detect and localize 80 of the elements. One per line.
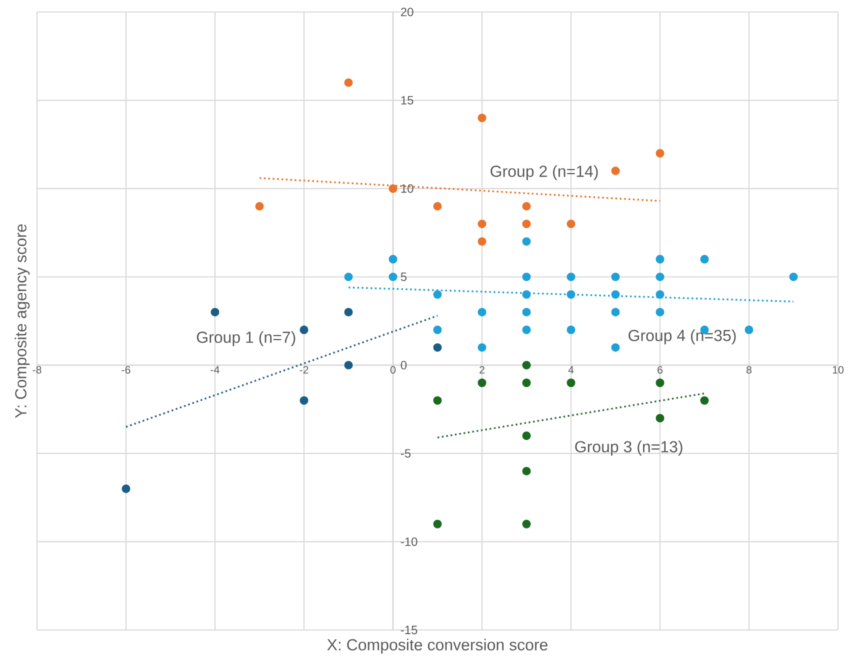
point	[522, 272, 531, 282]
y-tick-label: -15	[400, 626, 418, 634]
series-label: Group 3 (n=13)	[575, 440, 682, 456]
x-tick-label: -4	[210, 366, 220, 374]
x-tick-label: 4	[568, 366, 574, 374]
point	[478, 378, 486, 388]
y-tick-label: -5	[400, 449, 411, 458]
point	[478, 237, 486, 246]
point	[478, 220, 486, 228]
x-tick-label: -8	[32, 366, 42, 374]
series-label: Group 2 (n=14)	[490, 165, 598, 180]
x-axis-title: X: Composite conversion score	[327, 638, 548, 654]
y-tick-label: 20	[400, 8, 414, 16]
point	[656, 290, 664, 299]
point	[700, 254, 709, 264]
y-tick-label: 15	[401, 96, 414, 104]
point	[566, 290, 576, 299]
point	[611, 343, 620, 352]
point	[344, 272, 353, 282]
point	[522, 360, 531, 370]
point	[433, 326, 442, 334]
point	[478, 114, 486, 122]
point	[433, 396, 442, 405]
point	[522, 378, 531, 388]
point	[611, 272, 620, 282]
point	[700, 396, 709, 405]
point	[611, 308, 620, 316]
point	[433, 290, 442, 299]
point	[656, 148, 664, 158]
point	[522, 432, 531, 440]
point	[566, 272, 576, 282]
point	[210, 308, 220, 316]
point	[522, 326, 531, 334]
point	[300, 396, 308, 405]
point	[566, 220, 576, 228]
point	[656, 414, 664, 422]
point	[789, 272, 798, 282]
y-tick-label: 10	[401, 184, 414, 193]
point	[478, 343, 486, 352]
point	[300, 326, 308, 334]
point	[522, 290, 531, 299]
series-label: Group 1 (n=7)	[196, 331, 296, 346]
point	[522, 308, 531, 316]
point	[122, 484, 130, 494]
point	[344, 360, 353, 370]
x-tick-label: 0	[390, 366, 396, 374]
point	[566, 326, 576, 334]
x-tick-label: 2	[480, 366, 484, 374]
point	[388, 272, 398, 282]
point	[433, 520, 442, 528]
point	[522, 466, 531, 476]
x-tick-label: 10	[832, 366, 844, 374]
y-axis-title: Y: Composite agency score	[14, 224, 30, 418]
point	[522, 220, 531, 228]
point	[522, 237, 531, 246]
point	[388, 184, 398, 193]
point	[566, 378, 576, 388]
point	[522, 520, 531, 528]
x-tick-label: 8	[746, 366, 752, 374]
point	[611, 166, 620, 176]
series-label: Group 4 (n=35)	[628, 329, 736, 344]
point	[255, 202, 264, 210]
point	[344, 308, 353, 316]
x-tick-label: -6	[122, 366, 130, 374]
point	[656, 378, 664, 388]
x-tick-label: 6	[658, 366, 662, 374]
point	[656, 272, 664, 282]
x-tick-label: -2	[300, 366, 308, 374]
point	[744, 326, 754, 334]
point	[656, 308, 664, 316]
point	[433, 202, 442, 210]
point	[522, 202, 531, 210]
point	[478, 308, 486, 316]
point	[611, 290, 620, 299]
y-tick-label: -10	[400, 537, 418, 546]
y-tick-label: 5	[400, 272, 407, 282]
point	[433, 343, 442, 352]
point	[656, 254, 664, 264]
point	[388, 254, 398, 264]
point	[344, 78, 353, 87]
